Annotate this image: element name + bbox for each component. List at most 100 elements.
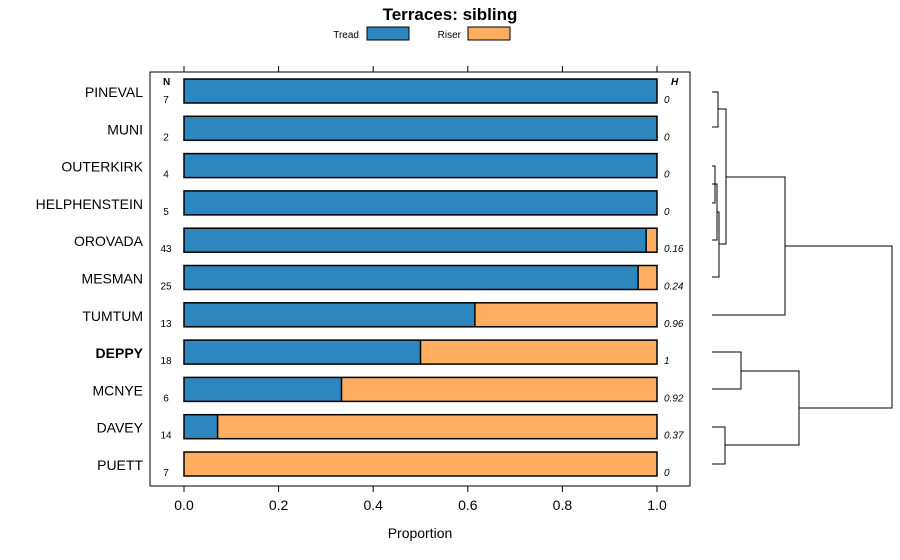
bar-segment-tread — [184, 79, 657, 103]
bar-segment-tread — [184, 340, 421, 365]
legend: Tread Riser — [333, 26, 511, 41]
category-label: PINEVAL — [85, 84, 143, 100]
category-label: MESMAN — [82, 271, 143, 287]
dendrogram-branch — [712, 91, 719, 128]
h-value: 0 — [664, 95, 670, 106]
h-value: 0.16 — [664, 244, 684, 255]
bar-segment-tread — [184, 265, 639, 290]
bar-row: DAVEY 14 0.37 — [97, 413, 684, 442]
bar-rows: PINEVAL 7 0 MUNI 2 0 OUTERKIRK 4 0 HELPHENSTEIN 5 0… — [36, 78, 684, 479]
category-label: OUTERKIRK — [61, 159, 143, 175]
dendrogram-branch — [712, 211, 720, 278]
top-ticks — [183, 66, 658, 72]
n-value: 13 — [160, 319, 172, 330]
bar-segment-riser — [646, 228, 657, 253]
chart-title: Terraces: sibling — [383, 5, 518, 24]
category-label: OROVADA — [74, 233, 144, 249]
x-axis: 0.0 0.2 0.4 0.6 0.8 1.0 — [174, 486, 667, 513]
n-value: 4 — [163, 170, 169, 181]
bar-segment-tread — [184, 302, 475, 327]
n-value: 7 — [163, 95, 169, 106]
bar-outline — [183, 376, 658, 403]
h-value: 0 — [664, 132, 670, 143]
x-tick-label: 0.2 — [269, 497, 289, 513]
category-label: MUNI — [107, 121, 143, 137]
x-axis-label: Proportion — [388, 525, 453, 541]
h-value: 0.96 — [664, 319, 684, 330]
n-value: 14 — [160, 431, 172, 442]
n-value: 2 — [163, 132, 169, 143]
legend-label-riser: Riser — [438, 30, 462, 41]
bar-row: OUTERKIRK 4 0 — [61, 152, 670, 181]
x-tick-label: 0.6 — [458, 497, 478, 513]
n-value: 7 — [163, 468, 169, 479]
bar-segment-tread — [184, 190, 657, 215]
x-tick-label: 0.4 — [363, 497, 383, 513]
bar-row: HELPHENSTEIN 5 0 — [36, 190, 670, 218]
bar-row: PINEVAL 7 0 — [85, 78, 670, 106]
category-label: DAVEY — [97, 420, 144, 436]
dendrogram-branch — [725, 370, 800, 446]
h-value: 0 — [664, 170, 670, 181]
x-tick-label: 0.8 — [553, 497, 573, 513]
bar-outline — [183, 115, 658, 142]
n-value: 5 — [163, 207, 169, 218]
bar-segment-tread — [184, 377, 342, 402]
bar-outline — [183, 264, 658, 291]
bar-row: PUETT 7 0 — [97, 451, 670, 479]
category-label: TUMTUM — [82, 308, 143, 324]
bar-segment-riser — [341, 377, 657, 402]
h-column-header: H — [671, 77, 679, 88]
x-tick-label: 0.0 — [174, 497, 194, 513]
bar-row: MESMAN 25 0.24 — [82, 264, 684, 293]
bar-row: DEPPY 18 1 — [96, 339, 670, 367]
h-value: 0 — [664, 468, 670, 479]
n-value: 18 — [160, 356, 172, 367]
bar-outline — [183, 190, 658, 216]
h-value: 1 — [664, 356, 670, 367]
bar-segment-tread — [184, 228, 647, 253]
h-value: 0 — [664, 207, 670, 218]
bar-outline — [183, 413, 658, 440]
bar-outline — [183, 227, 658, 253]
legend-label-tread: Tread — [333, 30, 359, 41]
category-label: DEPPY — [96, 345, 144, 361]
n-value: 6 — [163, 393, 169, 404]
bar-segment-riser — [474, 302, 657, 327]
dendrogram-branch — [785, 245, 893, 409]
plot-frame — [149, 71, 691, 487]
bar-outline — [183, 451, 658, 477]
category-label: HELPHENSTEIN — [36, 196, 143, 212]
bar-outline — [183, 339, 658, 365]
n-value: 43 — [160, 244, 172, 255]
legend-swatch-riser — [467, 26, 511, 41]
dendrogram-branch — [712, 351, 742, 390]
bar-outline — [183, 152, 658, 179]
bar-segment-riser — [420, 340, 657, 365]
bar-segment-tread — [184, 414, 218, 439]
dendrogram-branch — [712, 176, 786, 316]
h-value: 0.24 — [664, 282, 684, 293]
x-tick-label: 1.0 — [647, 497, 667, 513]
bar-segment-riser — [638, 265, 657, 290]
bar-row: MUNI 2 0 — [107, 115, 670, 143]
bar-segment-riser — [184, 452, 657, 476]
bar-row: OROVADA 43 0.16 — [74, 227, 684, 255]
n-value: 25 — [160, 282, 172, 293]
category-label: PUETT — [97, 457, 143, 473]
bar-row: MCNYE 6 0.92 — [92, 376, 684, 404]
bar-segment-tread — [184, 153, 657, 178]
h-value: 0.37 — [664, 431, 684, 442]
bar-outline — [183, 302, 658, 328]
category-label: MCNYE — [92, 382, 143, 398]
bar-segment-tread — [184, 116, 657, 141]
legend-swatch-tread — [366, 26, 410, 41]
dendrogram-branch — [712, 426, 726, 465]
dendrogram — [712, 91, 893, 465]
bar-row: TUMTUM 13 0.96 — [82, 302, 684, 330]
n-column-header: N — [163, 77, 170, 88]
bar-segment-riser — [217, 414, 657, 439]
bar-outline — [183, 78, 658, 104]
h-value: 0.92 — [664, 393, 684, 404]
